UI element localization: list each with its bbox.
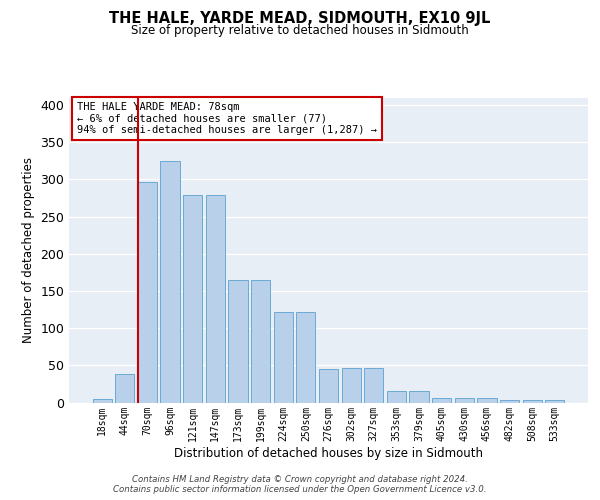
Bar bbox=[206, 195, 225, 402]
Bar bbox=[274, 312, 293, 402]
Bar bbox=[477, 398, 497, 402]
Bar bbox=[545, 400, 565, 402]
Text: THE HALE YARDE MEAD: 78sqm
← 6% of detached houses are smaller (77)
94% of semi-: THE HALE YARDE MEAD: 78sqm ← 6% of detac… bbox=[77, 102, 377, 136]
Bar bbox=[319, 369, 338, 402]
Bar bbox=[115, 374, 134, 402]
Bar bbox=[92, 399, 112, 402]
Bar bbox=[341, 368, 361, 402]
Bar bbox=[251, 280, 270, 402]
Text: Size of property relative to detached houses in Sidmouth: Size of property relative to detached ho… bbox=[131, 24, 469, 37]
Text: Contains HM Land Registry data © Crown copyright and database right 2024.
Contai: Contains HM Land Registry data © Crown c… bbox=[113, 474, 487, 494]
Text: THE HALE, YARDE MEAD, SIDMOUTH, EX10 9JL: THE HALE, YARDE MEAD, SIDMOUTH, EX10 9JL bbox=[109, 12, 491, 26]
Bar bbox=[387, 392, 406, 402]
Bar bbox=[432, 398, 451, 402]
Bar bbox=[229, 280, 248, 402]
Y-axis label: Number of detached properties: Number of detached properties bbox=[22, 157, 35, 343]
Bar bbox=[138, 182, 157, 402]
Bar bbox=[455, 398, 474, 402]
Bar bbox=[523, 400, 542, 402]
Bar bbox=[500, 400, 519, 402]
Bar bbox=[364, 368, 383, 402]
Bar bbox=[296, 312, 316, 402]
Bar bbox=[409, 392, 428, 402]
Bar bbox=[183, 195, 202, 402]
Bar bbox=[160, 160, 180, 402]
X-axis label: Distribution of detached houses by size in Sidmouth: Distribution of detached houses by size … bbox=[174, 448, 483, 460]
